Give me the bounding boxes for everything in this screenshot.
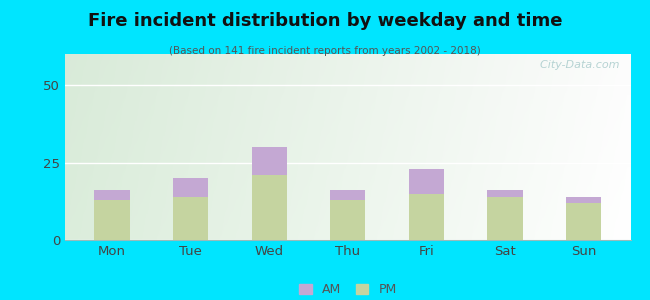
Bar <box>330 200 365 240</box>
Text: City-Data.com: City-Data.com <box>533 60 619 70</box>
Bar <box>173 196 209 240</box>
Bar <box>330 190 365 200</box>
Bar <box>94 200 130 240</box>
Bar <box>487 190 523 196</box>
Bar <box>252 147 287 175</box>
Bar <box>566 203 601 240</box>
Bar <box>252 175 287 240</box>
Bar <box>409 169 444 194</box>
Text: (Based on 141 fire incident reports from years 2002 - 2018): (Based on 141 fire incident reports from… <box>169 46 481 56</box>
Legend: AM, PM: AM, PM <box>295 280 400 300</box>
Bar <box>94 190 130 200</box>
Bar <box>566 196 601 203</box>
Bar <box>173 178 209 196</box>
Text: Fire incident distribution by weekday and time: Fire incident distribution by weekday an… <box>88 12 562 30</box>
Bar <box>487 196 523 240</box>
Bar <box>409 194 444 240</box>
